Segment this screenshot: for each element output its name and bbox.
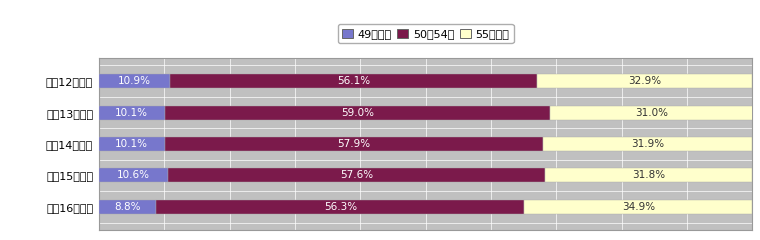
Bar: [168, 168, 545, 182]
Bar: [99, 200, 157, 214]
Bar: [524, 200, 752, 214]
Bar: [545, 168, 752, 182]
Text: 57.6%: 57.6%: [340, 170, 373, 180]
Bar: [543, 137, 752, 151]
Text: 56.3%: 56.3%: [324, 202, 357, 212]
Bar: [99, 74, 170, 88]
Text: 10.1%: 10.1%: [116, 108, 148, 118]
Legend: 49歳以下, 50〜54歳, 55歳以上: 49歳以下, 50〜54歳, 55歳以上: [337, 24, 514, 43]
Text: 10.6%: 10.6%: [117, 170, 150, 180]
Bar: [550, 106, 753, 120]
Bar: [157, 200, 524, 214]
Text: 57.9%: 57.9%: [337, 139, 371, 149]
Text: 56.1%: 56.1%: [337, 76, 370, 86]
Text: 10.9%: 10.9%: [118, 76, 151, 86]
Text: 31.0%: 31.0%: [635, 108, 668, 118]
Text: 31.9%: 31.9%: [631, 139, 664, 149]
Text: 10.1%: 10.1%: [116, 139, 148, 149]
Text: 31.8%: 31.8%: [632, 170, 665, 180]
Bar: [165, 137, 543, 151]
Text: 32.9%: 32.9%: [628, 76, 660, 86]
Bar: [170, 74, 537, 88]
Bar: [99, 137, 165, 151]
Text: 34.9%: 34.9%: [622, 202, 655, 212]
Bar: [537, 74, 752, 88]
Bar: [165, 106, 550, 120]
Text: 8.8%: 8.8%: [114, 202, 141, 212]
Bar: [99, 106, 165, 120]
Text: 59.0%: 59.0%: [341, 108, 374, 118]
Bar: [99, 168, 168, 182]
